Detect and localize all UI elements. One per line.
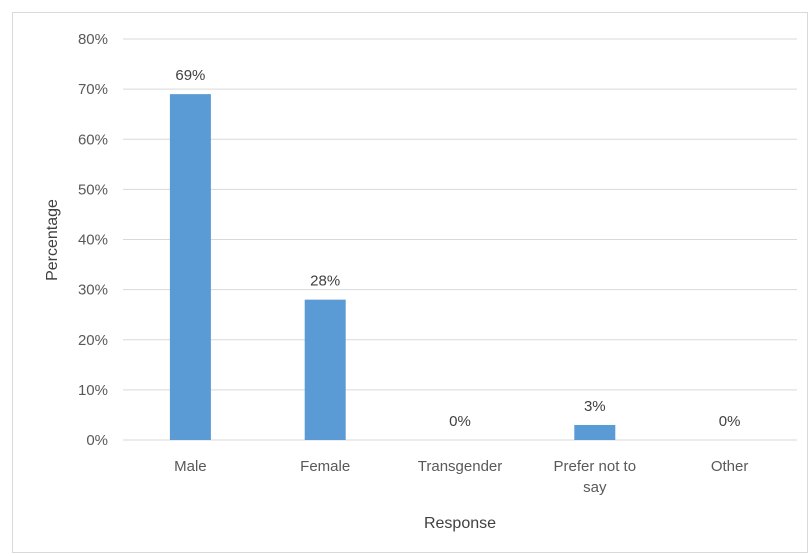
y-axis-ticks: 0% 10% 20% 30% 40% 50% 60% 70% 80% xyxy=(78,31,108,449)
y-tick-label: 10% xyxy=(78,382,108,399)
x-tick-label: Prefer not to xyxy=(554,458,637,475)
data-labels: 69% 28% 0% 3% 0% xyxy=(175,67,740,430)
y-tick-label: 70% xyxy=(78,81,108,98)
bar xyxy=(169,94,211,440)
gridlines xyxy=(123,38,797,441)
data-label: 28% xyxy=(310,273,340,290)
bar xyxy=(574,424,616,440)
y-tick-label: 80% xyxy=(78,31,108,48)
y-tick-label: 20% xyxy=(78,332,108,349)
y-tick-label: 30% xyxy=(78,282,108,299)
data-label: 0% xyxy=(449,413,471,430)
bars xyxy=(169,94,616,440)
x-tick-label: Male xyxy=(174,458,207,475)
data-label: 0% xyxy=(719,413,741,430)
data-label: 3% xyxy=(584,398,606,415)
y-tick-label: 50% xyxy=(78,181,108,198)
chart-frame xyxy=(12,12,808,553)
x-axis-title: Response xyxy=(424,515,496,532)
x-tick-label: Female xyxy=(300,458,350,475)
bar xyxy=(304,299,346,440)
x-tick-label: Transgender xyxy=(418,458,503,475)
y-axis-title: Percentage xyxy=(44,199,61,281)
y-tick-label: 40% xyxy=(78,232,108,249)
y-tick-label: 60% xyxy=(78,131,108,148)
x-tick-label: Other xyxy=(711,458,749,475)
data-label: 69% xyxy=(175,67,205,84)
y-tick-label: 0% xyxy=(86,432,108,449)
x-tick-label: say xyxy=(583,479,607,496)
x-axis-ticks: Male Female Transgender Prefer not to say Oth… xyxy=(174,458,748,496)
